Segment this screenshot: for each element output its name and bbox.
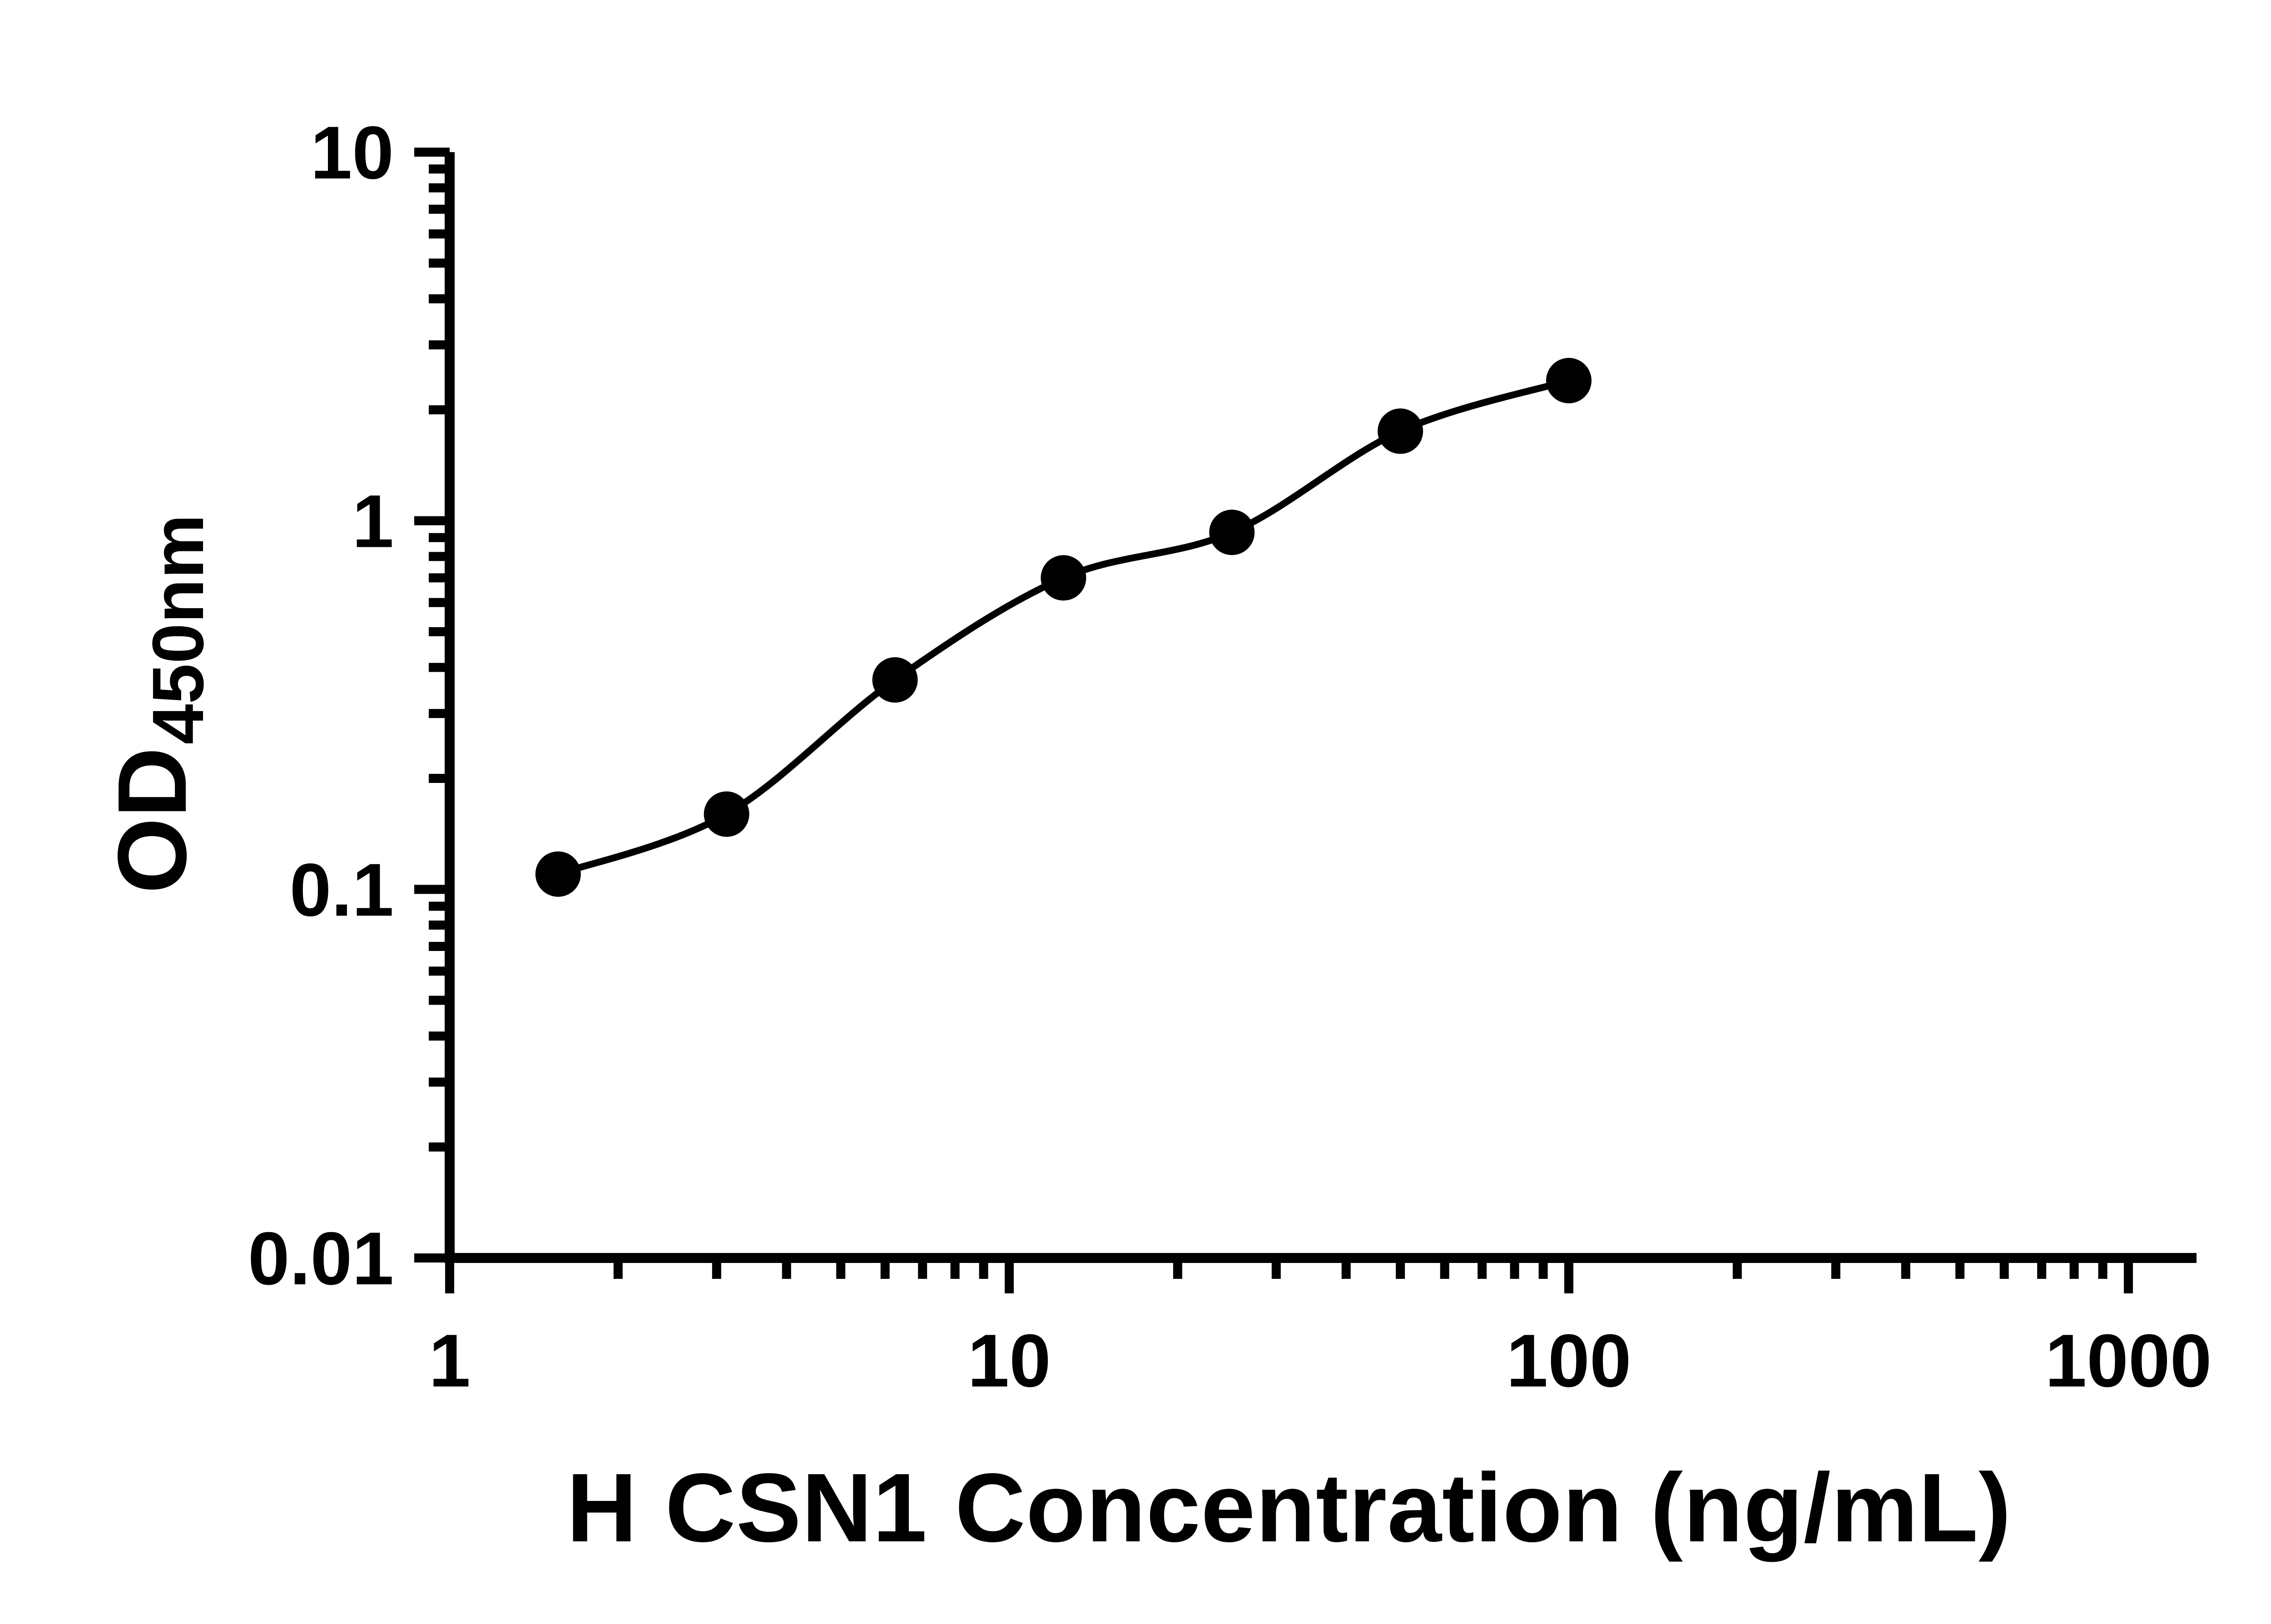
y-tick-label: 0.1	[290, 848, 394, 931]
x-axis-title: H CSN1 Concentration (ng/mL)	[566, 1453, 2012, 1562]
y-tick-label: 1	[352, 480, 394, 563]
data-point	[1209, 510, 1255, 555]
x-tick-label: 100	[1506, 1319, 1631, 1402]
data-point	[535, 851, 581, 897]
y-axis-title-main: OD	[97, 747, 207, 894]
axis-spines	[445, 152, 2197, 1263]
data-point	[1378, 408, 1423, 454]
y-tick-label: 0.01	[248, 1217, 394, 1300]
data-point	[872, 657, 918, 703]
data-point	[1546, 358, 1592, 404]
y-axis-title-subscript: 450nm	[137, 514, 218, 745]
x-tick-label: 1	[429, 1319, 471, 1402]
data-point	[1041, 555, 1086, 601]
x-tick-label: 10	[967, 1319, 1051, 1402]
y-axis-title: OD450nm	[96, 514, 218, 894]
x-tick-label: 1000	[2045, 1319, 2211, 1402]
y-tick-label: 10	[310, 111, 394, 194]
data-point	[704, 791, 749, 837]
